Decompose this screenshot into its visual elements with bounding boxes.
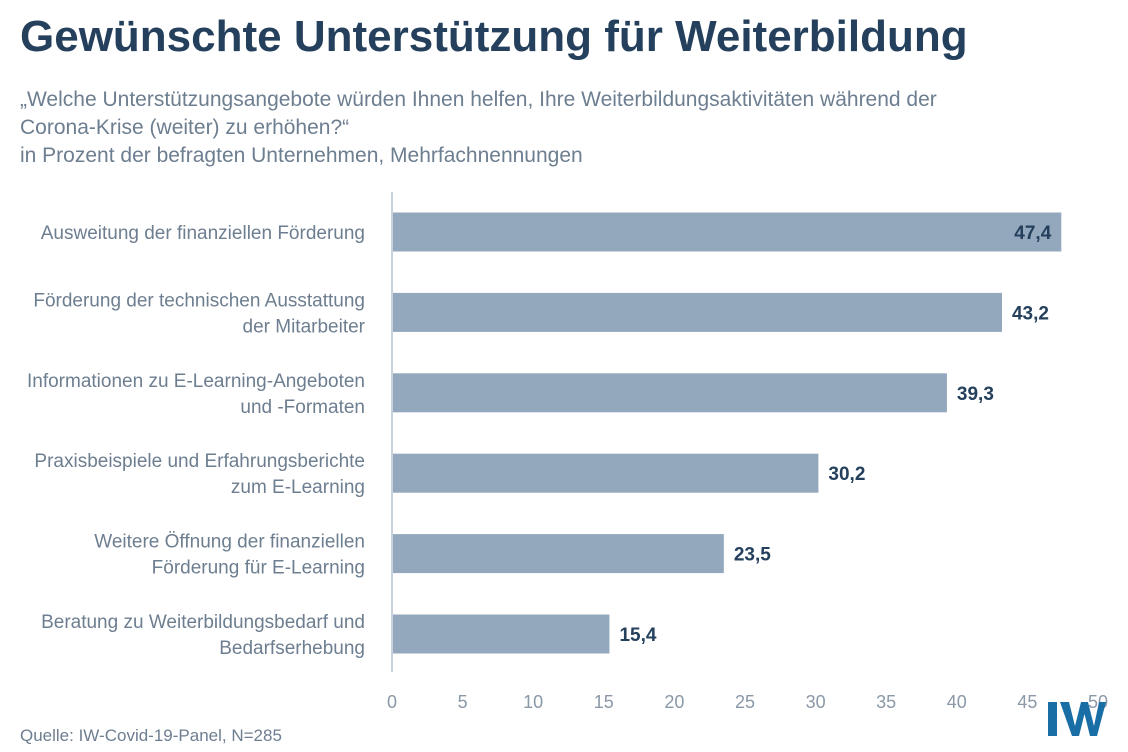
x-tick-label-35: 35 [876,692,896,712]
category-label-3-line-2: und -Formaten [240,397,365,418]
bar-2 [393,292,1002,332]
bar-5 [393,534,724,574]
value-label-6: 15,4 [619,625,656,646]
subtitle-line-3: in Prozent der befragten Unternehmen, Me… [20,144,583,167]
category-label-5-line-1: Weitere Öffnung der finanziellen [94,532,365,553]
x-tick-label-45: 45 [1017,692,1037,712]
value-label-2: 43,2 [1012,303,1049,324]
category-label-6-line-1: Beratung zu Weiterbildungsbedarf und [41,612,365,633]
x-tick-label-10: 10 [523,692,543,712]
category-label-2-line-1: Förderung der technischen Ausstattung [33,290,365,311]
value-label-4: 30,2 [828,464,865,485]
category-label-5-line-2: Förderung für E-Learning [152,558,365,579]
source-note: Quelle: IW-Covid-19-Panel, N=285 [20,726,282,745]
x-tick-label-25: 25 [735,692,755,712]
category-label-4-line-2: zum E-Learning [231,477,365,498]
x-tick-label-5: 5 [458,692,468,712]
x-tick-label-0: 0 [387,692,397,712]
category-label-6-line-2: Bedarfserhebung [219,638,365,659]
bar-1 [393,212,1062,252]
category-label-1-line-1: Ausweitung der finanziellen Förderung [41,223,365,244]
bar-3 [393,373,947,413]
value-label-1: 47,4 [1014,223,1051,244]
bar-6 [393,614,610,654]
x-tick-label-15: 15 [594,692,614,712]
value-label-3: 39,3 [957,384,994,405]
category-label-4-line-1: Praxisbeispiele und Erfahrungsberichte [34,451,365,472]
bar-4 [393,453,819,493]
x-tick-label-20: 20 [664,692,684,712]
category-label-3-line-1: Informationen zu E-Learning-Angeboten [27,371,365,392]
iw-logo [1048,702,1106,736]
subtitle-line-1: „Welche Unterstützungsangebote würden Ih… [20,88,937,111]
subtitle-line-2: Corona-Krise (weiter) zu erhöhen?“ [20,116,350,139]
category-label-2-line-2: der Mitarbeiter [243,316,366,337]
x-tick-label-30: 30 [806,692,826,712]
value-label-5: 23,5 [734,545,771,566]
chart-title: Gewünschte Unterstützung für Weiterbildu… [20,12,968,61]
x-tick-label-40: 40 [947,692,967,712]
chart-subtitle: „Welche Unterstützungsangebote würden Ih… [20,86,1080,170]
